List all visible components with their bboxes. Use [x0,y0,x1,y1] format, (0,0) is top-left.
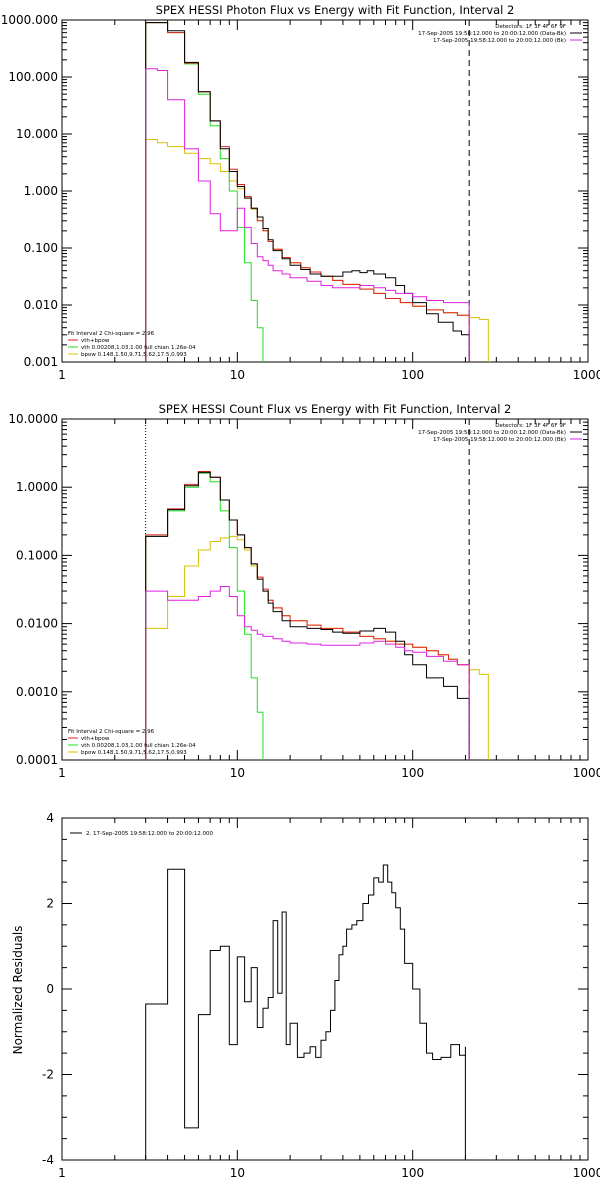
plot-frame [61,19,589,363]
x-tick-label: 1000 [573,368,600,382]
legend-bottomleft-text: Fit Interval 2 Chi-square = 2.96 [68,729,155,735]
legend-topright-text: 17-Sep-2005 19:58:12.000 to 20:00:12.000… [433,437,566,443]
y-tick-label: -4 [42,1153,54,1167]
photon-flux-plot: SPEX HESSI Photon Flux vs Energy with Fi… [1,3,600,382]
x-tick-label: 10 [230,368,245,382]
x-tick-label: 1 [58,1166,66,1180]
series-obs [145,471,470,760]
y-tick-label: 1000.000 [1,13,58,27]
y-tick-label: 0.100 [24,241,58,255]
y-tick-label: 0.001 [24,355,58,369]
x-tick-label: 10 [230,766,245,780]
x-tick-label: 100 [401,766,424,780]
x-tick-label: 100 [401,1166,424,1180]
x-tick-label: 1 [58,368,66,382]
series-vth [145,472,264,760]
series-obs [145,22,470,362]
x-tick-label: 1000 [573,1166,600,1180]
y-tick-label: 4 [46,811,54,825]
y-tick-label: -2 [42,1068,54,1082]
y-tick-label: 10.0000 [8,412,58,426]
series-total [145,22,470,362]
legend-bottomleft-text: bpow 0.148,1.50,9.71,5.62,17.5,0.993 [81,352,187,358]
y-tick-label: 0 [46,982,54,996]
photon-flux-title: SPEX HESSI Photon Flux vs Energy with Fi… [156,3,515,17]
series-total [145,471,470,760]
legend-bottomleft-text: Fit Interval 2 Chi-square = 2.96 [68,331,155,337]
legend-topright-text: Detectors: 1F 3F 4F 6F 9F [495,423,566,429]
series-bkg [145,586,470,760]
plot-frame [61,817,589,1161]
legend-topleft-text: 2. 17-Sep-2005 19:58:12.000 to 20:00:12.… [86,831,213,837]
y-tick-label: 2 [46,897,54,911]
legend-topright-text: 17-Sep-2005 19:58:12.000 to 20:00:12.000… [433,38,566,44]
legend-topright-text: 17-Sep-2005 19:58:12.000 to 20:00:12.000… [418,31,566,37]
y-tick-label: 0.0001 [16,753,58,767]
y-tick-label: 0.1000 [16,548,58,562]
residuals-plot: Normalized Residuals 1 10 100 1000 -4 -2 0 2 4 2.… [11,811,600,1180]
legend-bottomleft-text: vth+bpow [81,338,110,344]
count-flux-plot: SPEX HESSI Count Flux vs Energy with Fit… [8,402,600,780]
count-flux-title: SPEX HESSI Count Flux vs Energy with Fit… [159,402,512,416]
legend-bottomleft-text: bpow 0.148,1.50,9.71,5.62,17.5,0.993 [81,750,187,756]
legend-bottomleft-text: vth 0.00208,1.03,1.00 full chian 1.26e-0… [81,345,196,351]
y-tick-label: 1.000 [24,184,58,198]
series-residuals [145,864,466,1160]
residuals-ylabel: Normalized Residuals [11,926,25,1055]
y-tick-label: 100.000 [8,70,58,84]
plot-frame [61,418,589,761]
series-bkg [145,68,470,362]
x-tick-label: 100 [401,368,424,382]
y-tick-label: 1.0000 [16,480,58,494]
legend-topright-text: 17-Sep-2005 19:58:12.000 to 20:00:12.000… [418,430,566,436]
y-tick-label: 10.000 [16,127,58,141]
x-tick-label: 1000 [573,766,600,780]
legend-topright-text: Detectors: 1F 3F 4F 6F 9F [495,24,566,30]
series-bpow [145,139,489,362]
series-vth [145,22,264,362]
legend-bottomleft-text: vth+bpow [81,736,110,742]
x-tick-label: 1 [58,766,66,780]
y-tick-label: 0.0010 [16,685,58,699]
legend-bottomleft-text: vth 0.00208,1.03,1.00 full chian 1.26e-0… [81,743,196,749]
series-bpow [145,535,489,760]
y-tick-label: 0.010 [24,298,58,312]
y-tick-label: 0.0100 [16,617,58,631]
x-tick-label: 10 [230,1166,245,1180]
